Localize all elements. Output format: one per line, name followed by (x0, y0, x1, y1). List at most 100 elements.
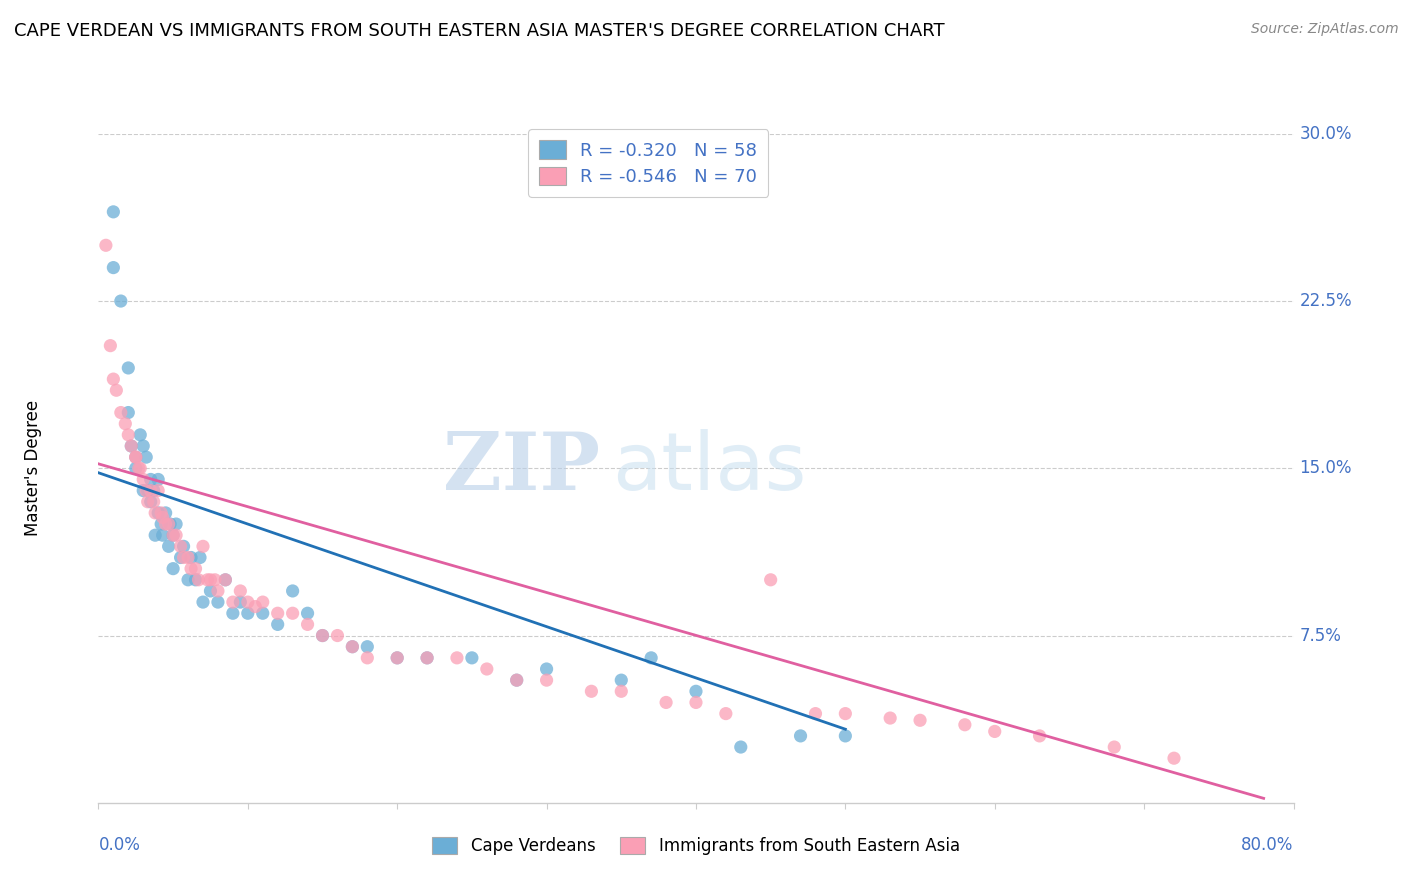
Point (177, 573, 200, 587)
Point (356, 651, 378, 665)
Point (214, 573, 236, 587)
Point (162, 562, 184, 576)
Point (536, 662, 558, 676)
Point (142, 494, 165, 508)
Point (342, 640, 364, 654)
Point (804, 706, 827, 721)
Point (834, 706, 856, 721)
Point (229, 595, 252, 609)
Text: ZIP: ZIP (443, 429, 600, 508)
Point (759, 573, 782, 587)
Point (125, 461, 148, 475)
Text: 0.0%: 0.0% (98, 837, 141, 855)
Point (229, 584, 252, 599)
Point (120, 439, 142, 453)
Text: Source: ZipAtlas.com: Source: ZipAtlas.com (1251, 22, 1399, 37)
Point (169, 539, 191, 553)
Point (214, 573, 236, 587)
Point (139, 483, 162, 498)
Legend: Cape Verdeans, Immigrants from South Eastern Asia: Cape Verdeans, Immigrants from South Eas… (426, 830, 966, 862)
Point (162, 528, 184, 542)
Point (236, 607, 259, 621)
Point (184, 573, 207, 587)
Point (356, 640, 378, 654)
Point (165, 517, 187, 532)
Point (789, 729, 811, 743)
Point (311, 628, 333, 642)
Point (204, 573, 226, 587)
Point (155, 506, 177, 520)
Point (152, 510, 174, 524)
Point (129, 428, 152, 442)
Point (536, 673, 558, 688)
Point (311, 628, 333, 642)
Point (148, 473, 170, 487)
Point (129, 461, 152, 475)
Point (173, 550, 195, 565)
Point (475, 662, 498, 676)
Point (245, 599, 267, 614)
Point (581, 684, 603, 698)
Point (1028, 729, 1050, 743)
Point (135, 483, 157, 498)
Point (110, 294, 132, 309)
Point (1104, 740, 1126, 755)
Point (188, 550, 211, 565)
Point (103, 205, 125, 219)
Text: Master's Degree: Master's Degree (24, 401, 42, 536)
Point (834, 729, 856, 743)
Point (180, 562, 202, 576)
Point (125, 450, 148, 465)
Point (114, 417, 136, 431)
Point (685, 696, 707, 710)
Point (187, 573, 209, 587)
Point (94, 238, 117, 252)
Point (685, 684, 707, 698)
Point (252, 607, 274, 621)
Point (416, 651, 439, 665)
Point (103, 260, 125, 275)
Point (207, 584, 229, 599)
Point (222, 595, 245, 609)
Point (281, 607, 304, 621)
Point (222, 607, 245, 621)
Point (117, 406, 139, 420)
Point (125, 450, 148, 465)
Point (169, 550, 191, 565)
Point (125, 450, 148, 465)
Text: 22.5%: 22.5% (1299, 292, 1353, 310)
Point (136, 483, 159, 498)
Point (416, 651, 439, 665)
Point (281, 584, 304, 599)
Point (506, 673, 529, 688)
Point (142, 483, 165, 498)
Point (148, 506, 170, 520)
Point (117, 361, 139, 376)
Point (207, 595, 229, 609)
Point (132, 439, 155, 453)
Point (128, 461, 150, 475)
Point (730, 740, 752, 755)
Point (103, 372, 125, 386)
Point (152, 528, 174, 542)
Point (150, 517, 173, 532)
Point (180, 550, 202, 565)
Point (342, 640, 364, 654)
Point (297, 607, 319, 621)
Point (610, 673, 633, 688)
Point (139, 473, 162, 487)
Point (155, 517, 177, 532)
Text: 15.0%: 15.0% (1299, 459, 1353, 477)
Point (200, 573, 222, 587)
Point (120, 439, 142, 453)
Point (267, 607, 290, 621)
Point (908, 714, 931, 728)
Point (1163, 751, 1185, 765)
Text: 7.5%: 7.5% (1299, 626, 1341, 645)
Point (191, 539, 214, 553)
Point (953, 717, 976, 731)
Point (879, 711, 901, 725)
Point (461, 651, 484, 665)
Point (150, 506, 173, 520)
Point (165, 528, 187, 542)
